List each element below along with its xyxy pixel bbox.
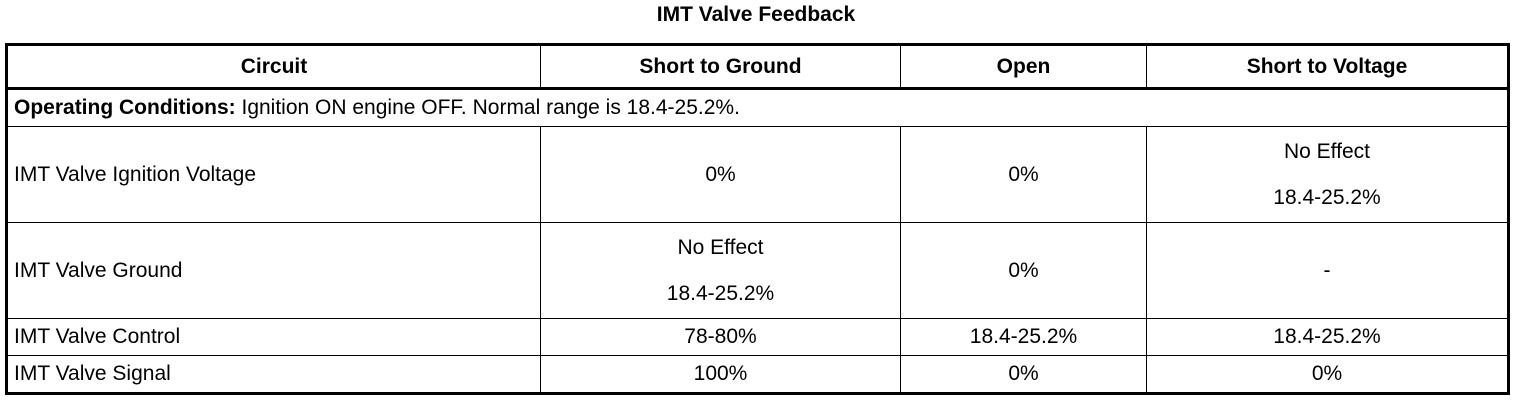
short-to-ground-cell: 78-80% (540, 318, 901, 356)
circuit-cell: IMT Valve Signal (6, 355, 541, 394)
circuit-cell: IMT Valve Ignition Voltage (6, 126, 541, 223)
open-cell: 18.4-25.2% (900, 318, 1147, 356)
open-cell: 0% (900, 126, 1147, 223)
operating-conditions: Operating Conditions: Ignition ON engine… (6, 88, 1509, 127)
short-to-voltage-cell: 0% (1146, 355, 1509, 394)
value-line-1: No Effect (677, 235, 764, 259)
conditions-label: Operating Conditions: (14, 96, 236, 119)
header-row: Circuit Short to Ground Open Short to Vo… (6, 44, 1509, 90)
header-circuit: Circuit (6, 44, 541, 90)
open-cell: 0% (900, 355, 1147, 394)
value-line-1: No Effect (1284, 139, 1370, 163)
conditions-row: Operating Conditions: Ignition ON engine… (6, 88, 1509, 127)
table-row: IMT Valve Control 78-80% 18.4-25.2% 18.4… (6, 318, 1509, 356)
short-to-voltage-cell: 18.4-25.2% (1146, 318, 1509, 356)
table-row: IMT Valve Ignition Voltage 0% 0% No Effe… (6, 126, 1509, 223)
header-open: Open (900, 44, 1147, 90)
table-row: IMT Valve Ground No Effect 18.4-25.2% 0%… (6, 222, 1509, 319)
short-to-voltage-cell: - (1146, 222, 1509, 319)
table-row: IMT Valve Signal 100% 0% 0% (6, 355, 1509, 394)
circuit-cell: IMT Valve Control (6, 318, 541, 356)
feedback-table: Circuit Short to Ground Open Short to Vo… (5, 43, 1510, 395)
page-title: IMT Valve Feedback (656, 3, 856, 26)
circuit-cell: IMT Valve Ground (6, 222, 541, 319)
conditions-text: Ignition ON engine OFF. Normal range is … (235, 96, 740, 119)
short-to-ground-cell: No Effect 18.4-25.2% (540, 222, 901, 319)
open-cell: 0% (900, 222, 1147, 319)
short-to-ground-cell: 0% (540, 126, 901, 223)
value-line-2: 18.4-25.2% (1273, 185, 1381, 209)
header-short-to-voltage: Short to Voltage (1146, 44, 1509, 90)
value-line-2: 18.4-25.2% (666, 281, 775, 305)
short-to-ground-cell: 100% (540, 355, 901, 394)
short-to-voltage-cell: No Effect 18.4-25.2% (1146, 126, 1509, 223)
header-short-to-ground: Short to Ground (540, 44, 901, 90)
